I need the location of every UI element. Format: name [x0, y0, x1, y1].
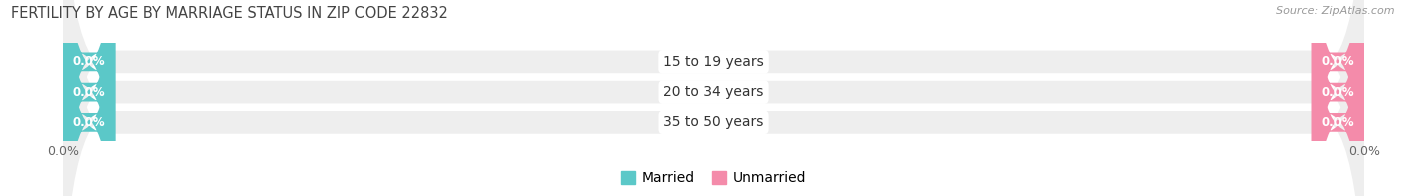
FancyBboxPatch shape [63, 0, 115, 196]
FancyBboxPatch shape [63, 0, 115, 196]
Text: 15 to 19 years: 15 to 19 years [664, 55, 763, 69]
Text: Source: ZipAtlas.com: Source: ZipAtlas.com [1277, 6, 1395, 16]
Text: 0.0%: 0.0% [1322, 86, 1354, 99]
FancyBboxPatch shape [1312, 0, 1364, 196]
Text: 0.0%: 0.0% [73, 86, 105, 99]
FancyBboxPatch shape [1312, 0, 1364, 196]
Text: 0.0%: 0.0% [73, 55, 105, 68]
FancyBboxPatch shape [63, 0, 1364, 196]
Text: FERTILITY BY AGE BY MARRIAGE STATUS IN ZIP CODE 22832: FERTILITY BY AGE BY MARRIAGE STATUS IN Z… [11, 6, 449, 21]
Text: 0.0%: 0.0% [73, 116, 105, 129]
FancyBboxPatch shape [1312, 0, 1364, 196]
Text: 0.0%: 0.0% [1322, 116, 1354, 129]
FancyBboxPatch shape [63, 0, 1364, 196]
FancyBboxPatch shape [63, 0, 115, 196]
Text: 20 to 34 years: 20 to 34 years [664, 85, 763, 99]
FancyBboxPatch shape [63, 0, 1364, 196]
Legend: Married, Unmarried: Married, Unmarried [621, 171, 806, 185]
Text: 35 to 50 years: 35 to 50 years [664, 115, 763, 129]
Text: 0.0%: 0.0% [1322, 55, 1354, 68]
